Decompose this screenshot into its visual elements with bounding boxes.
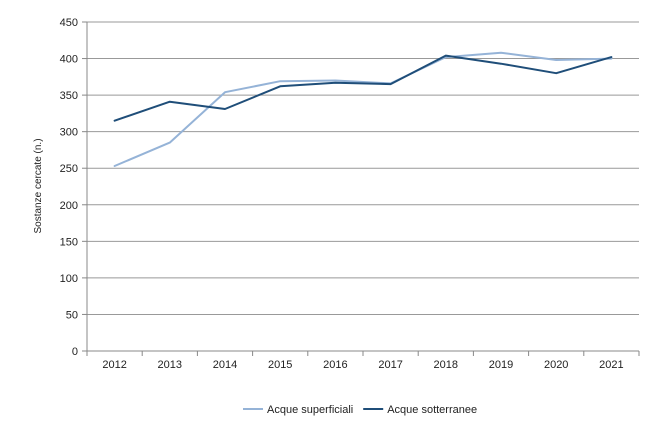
y-tick-label: 200 <box>60 200 78 212</box>
axes <box>82 21 640 356</box>
x-tick-label: 2012 <box>102 359 126 371</box>
x-tick-label: 2021 <box>599 359 623 371</box>
x-tick-label: 2018 <box>434 359 458 371</box>
legend-label: Acque sotterranee <box>387 404 477 416</box>
x-tick-label: 2014 <box>213 359 237 371</box>
x-tick-label: 2019 <box>489 359 513 371</box>
y-axis-title: Sostanze cercate (n.) <box>33 138 44 233</box>
legend-label: Acque superficiali <box>267 404 353 416</box>
y-tick-label: 100 <box>60 273 78 285</box>
series-lines <box>113 51 613 167</box>
legend: Acque superficiali Acque sotterranee <box>243 404 477 416</box>
gridlines <box>87 21 639 315</box>
series-line-2 <box>113 54 613 122</box>
x-tick-label: 2013 <box>158 359 182 371</box>
y-tick-label: 150 <box>60 236 78 248</box>
legend-item: Acque sotterranee <box>363 404 477 416</box>
y-tick-label: 300 <box>60 127 78 139</box>
series-line-1 <box>113 51 613 167</box>
y-tick-label: 0 <box>72 346 78 358</box>
x-tick-label: 2017 <box>378 359 402 371</box>
y-tick-label: 50 <box>66 309 78 321</box>
y-tick-label: 400 <box>60 54 78 66</box>
y-tick-label: 250 <box>60 163 78 175</box>
x-tick-label: 2015 <box>268 359 292 371</box>
y-tick-label: 350 <box>60 90 78 102</box>
tick-labels: 0 50 100 150 200 250 300 350 400 450 2012 2013 2014 2… <box>60 17 624 371</box>
x-tick-label: 2016 <box>323 359 347 371</box>
legend-item: Acque superficiali <box>243 404 353 416</box>
y-tick-label: 450 <box>60 17 78 29</box>
x-tick-label: 2020 <box>544 359 568 371</box>
